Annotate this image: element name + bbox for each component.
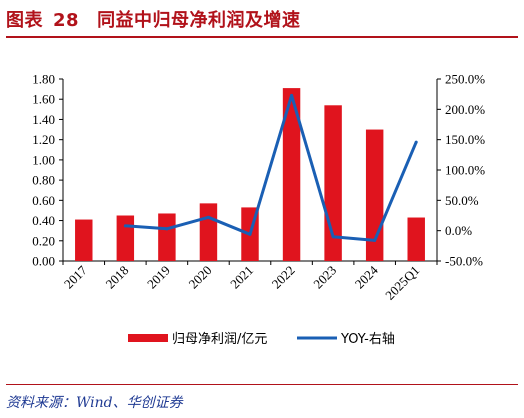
bar-2025Q1 [407, 217, 425, 261]
yoy-point-2022 [290, 93, 294, 97]
legend-bar-label: 归母净利润/亿元 [172, 332, 267, 347]
yoy-point-2025Q1 [414, 140, 418, 144]
yoy-point-2019 [165, 227, 169, 231]
bar-2018 [116, 215, 135, 261]
x-tick-label: 2017 [61, 262, 90, 291]
left-tick-label: 1.60 [32, 92, 55, 107]
right-tick-label: 100.0% [445, 163, 485, 178]
left-tick-label: 0.20 [32, 233, 55, 248]
left-tick-label: 1.20 [32, 132, 55, 147]
figure-header: 图表 28 同益中归母净利润及增速 [6, 6, 518, 34]
bar-2019 [158, 213, 176, 261]
right-tick-label: 150.0% [445, 132, 485, 147]
figure-number: 28 [53, 10, 80, 31]
left-tick-label: 1.80 [32, 72, 55, 87]
left-tick-label: 0.60 [32, 193, 55, 208]
left-tick-label: 0.40 [32, 213, 55, 228]
footer-rule [6, 384, 518, 385]
header-rule [6, 36, 518, 38]
legend-line-label: YOY-右轴 [340, 332, 395, 347]
x-tick-label: 2022 [269, 263, 298, 292]
yoy-point-2021 [248, 232, 252, 236]
yoy-point-2024 [373, 238, 377, 242]
x-tick-label: 2021 [227, 263, 256, 292]
legend-bar-swatch [128, 334, 168, 342]
right-tick-label: 250.0% [445, 72, 485, 87]
figure-label: 图表 [6, 10, 43, 31]
left-tick-label: 1.00 [32, 152, 55, 167]
yoy-point-2023 [331, 235, 335, 239]
x-tick-label: 2018 [102, 263, 131, 292]
x-tick-label: 2025Q1 [382, 263, 422, 303]
right-tick-label: 0.0% [445, 223, 472, 238]
yoy-point-2018 [123, 224, 127, 228]
source-note: 资料来源：Wind、华创证券 [6, 395, 183, 411]
yoy-point-2020 [206, 215, 210, 219]
x-tick-label: 2024 [352, 262, 381, 291]
bar-2022 [282, 88, 301, 261]
yoy-line [125, 93, 418, 242]
figure-title: 同益中归母净利润及增速 [97, 10, 301, 31]
right-tick-label: 200.0% [445, 102, 485, 117]
left-tick-label: 0.00 [32, 254, 55, 269]
left-tick-label: 0.80 [32, 173, 55, 188]
left-tick-label: 1.40 [32, 112, 55, 127]
right-tick-label: 50.0% [445, 193, 479, 208]
right-tick-label: -50.0% [445, 254, 483, 269]
bar-2017 [75, 219, 93, 261]
x-tick-label: 2020 [186, 263, 215, 292]
bar-2020 [199, 203, 218, 261]
x-tick-label: 2019 [144, 263, 173, 292]
x-tick-label: 2023 [310, 263, 339, 292]
